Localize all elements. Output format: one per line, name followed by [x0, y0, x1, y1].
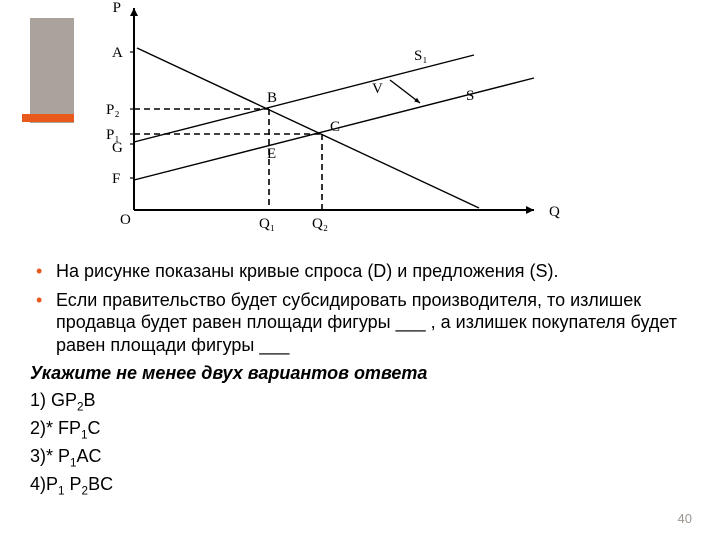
svg-text:Q: Q [549, 204, 560, 220]
svg-text:S₁: S₁ [414, 48, 428, 64]
question-block: На рисунке показаны кривые спроса (D) и … [30, 260, 690, 499]
svg-text:E: E [267, 146, 276, 162]
svg-text:P₂: P₂ [106, 102, 120, 118]
supply-demand-chart: VPQOS₁SAP₂P₁GFBECQ₁Q₂ [74, 0, 579, 242]
option-2: 2)* FP1C [30, 417, 690, 443]
svg-text:Q₂: Q₂ [312, 216, 328, 232]
svg-text:F: F [112, 171, 120, 187]
svg-text:O: O [120, 212, 131, 228]
svg-text:B: B [267, 90, 277, 106]
svg-text:A: A [112, 45, 123, 61]
page-number: 40 [678, 511, 692, 526]
bullet-2: Если правительство будет субсидировать п… [30, 289, 690, 357]
instruction-text: Укажите не менее двух вариантов ответа [30, 362, 690, 385]
svg-text:P: P [113, 0, 121, 16]
svg-text:C: C [330, 119, 340, 135]
option-4: 4)P1 P2BC [30, 473, 690, 499]
svg-text:Q₁: Q₁ [259, 216, 275, 232]
option-1: 1) GP2B [30, 389, 690, 415]
svg-text:V: V [372, 81, 383, 97]
answer-options: 1) GP2B 2)* FP1C 3)* P1AC 4)P1 P2BC [30, 389, 690, 500]
bullet-1: На рисунке показаны кривые спроса (D) и … [30, 260, 690, 283]
svg-text:G: G [112, 140, 123, 156]
option-3: 3)* P1AC [30, 445, 690, 471]
svg-text:S: S [466, 88, 474, 104]
